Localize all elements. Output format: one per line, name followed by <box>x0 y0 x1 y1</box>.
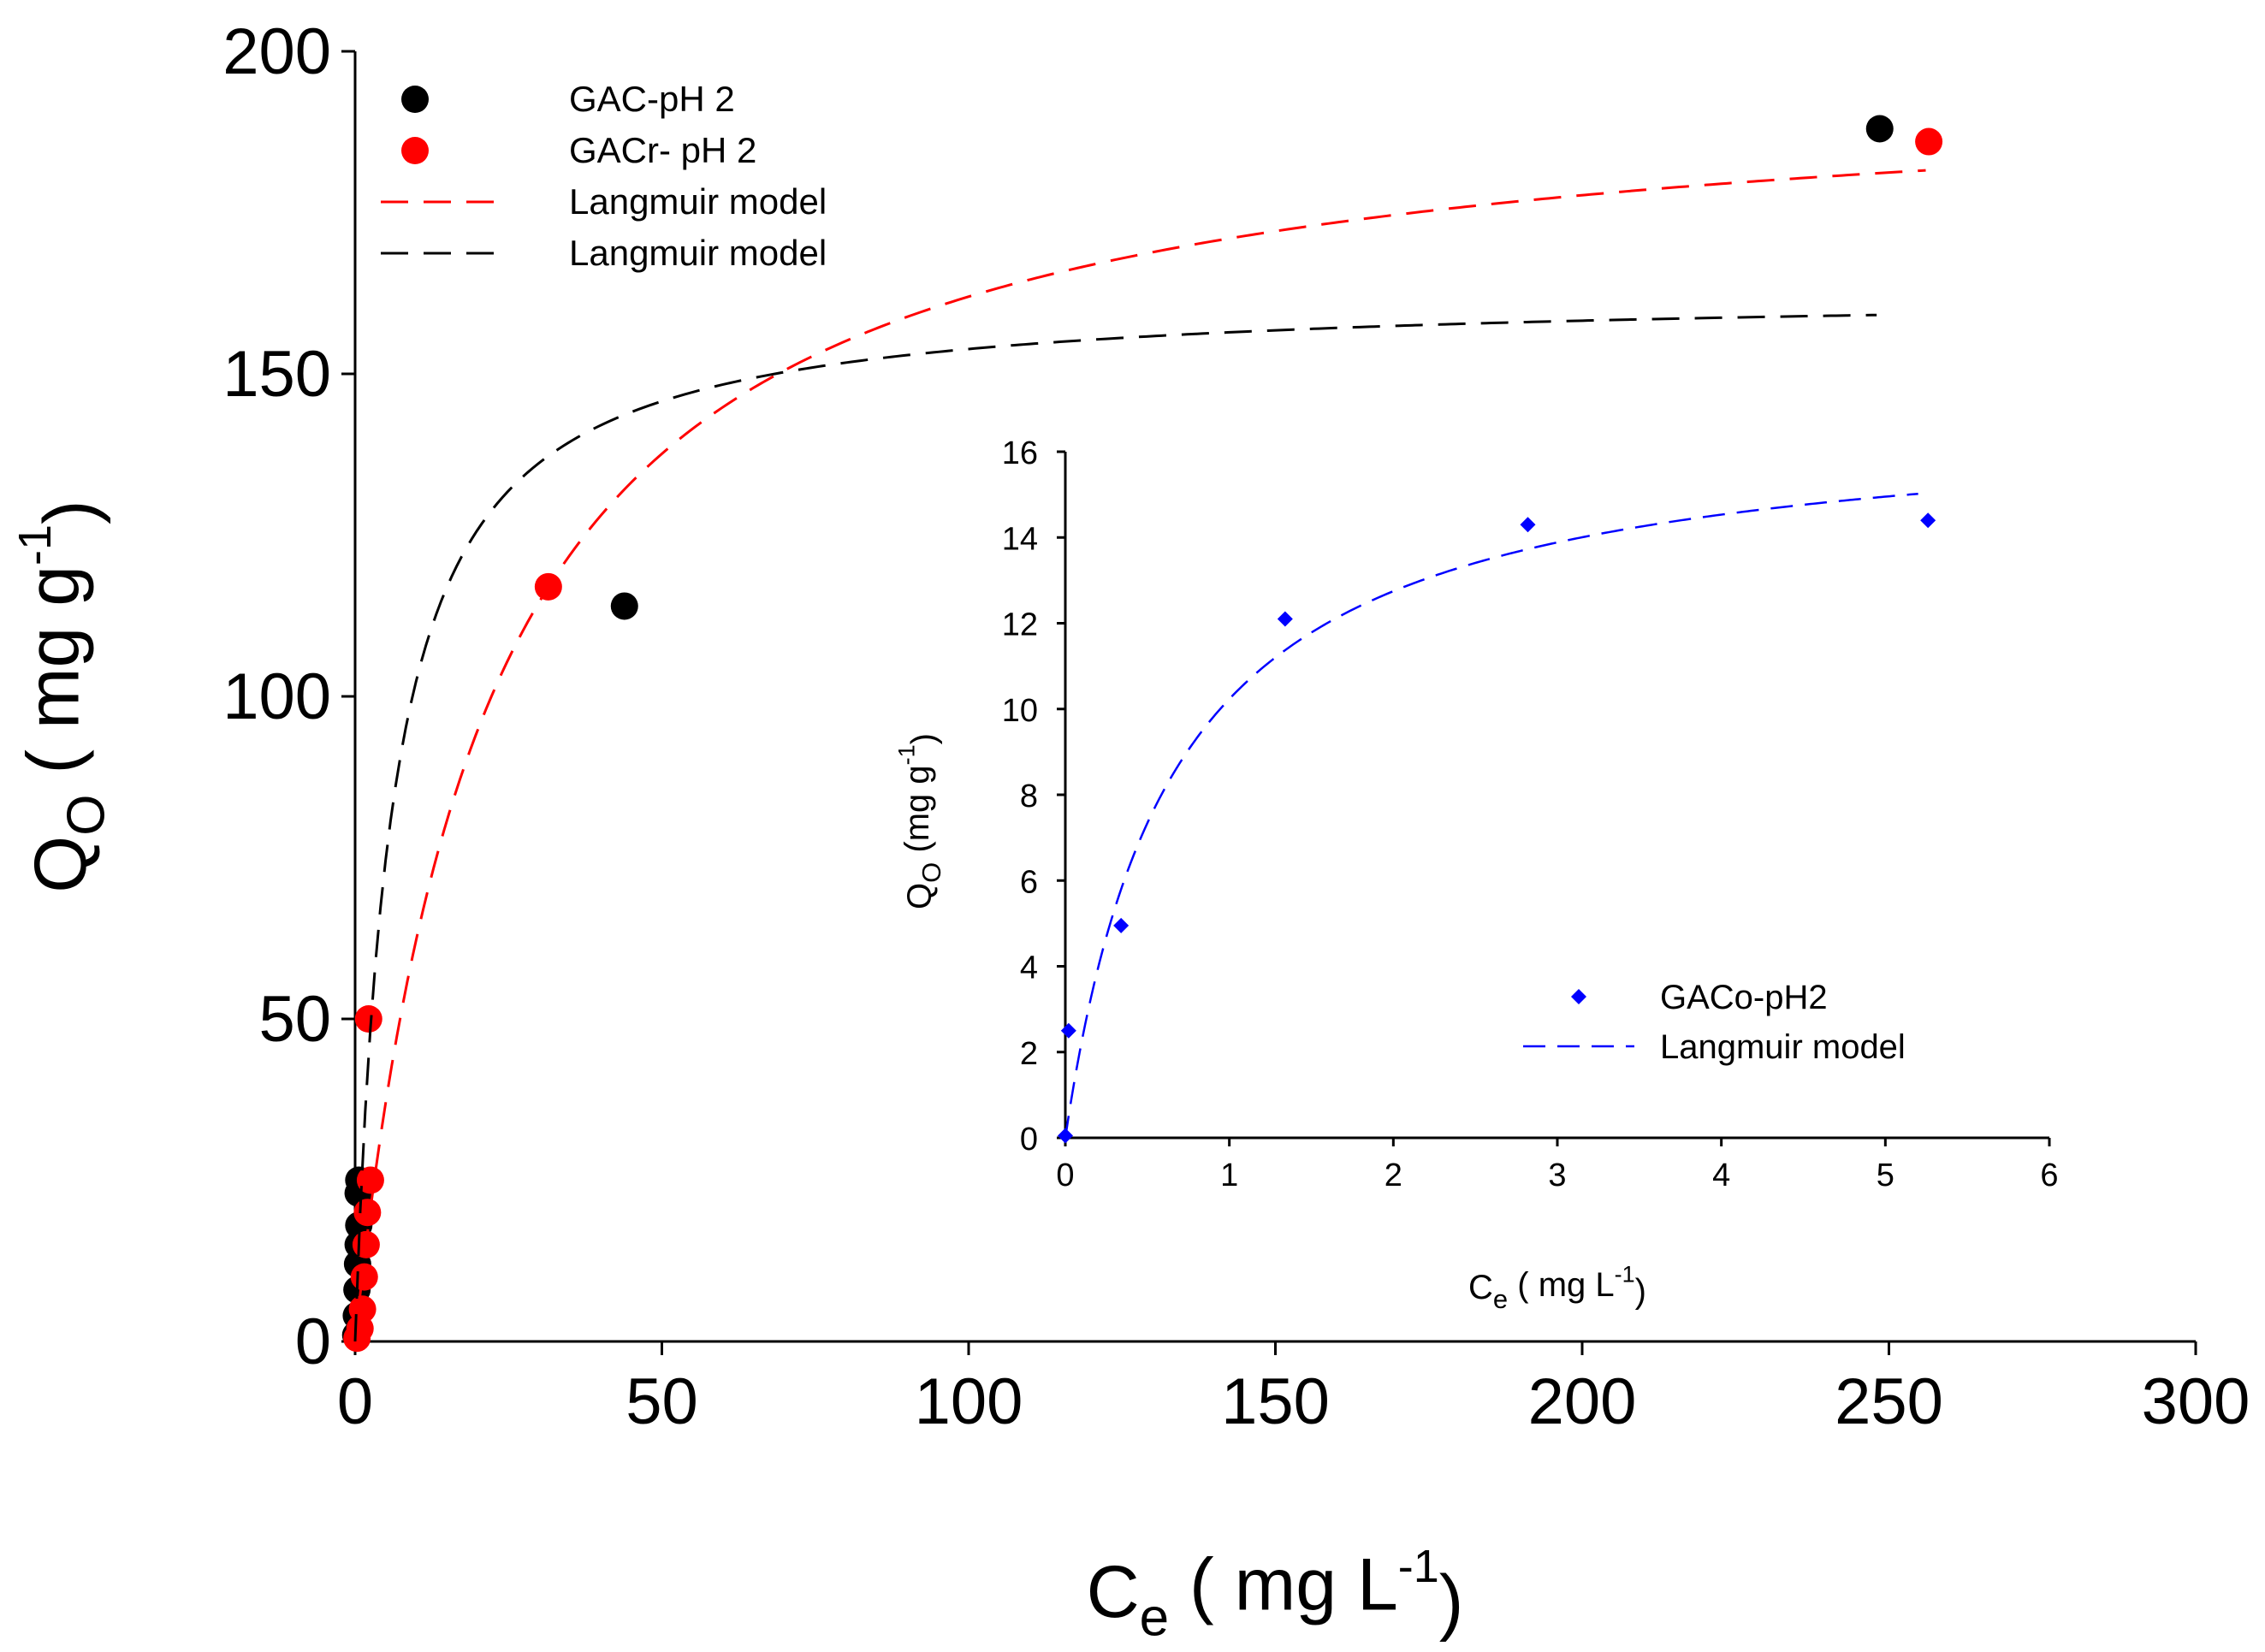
inset-y-tick-label: 8 <box>1020 779 1038 814</box>
inset-y-tick-label: 10 <box>1002 693 1038 729</box>
main-legend-label: GACr- pH 2 <box>569 130 756 170</box>
main-series-1-point <box>353 1199 382 1227</box>
main-x-axis-title: Ce ( mg L-1) <box>1087 1541 1464 1648</box>
main-series-1-point <box>350 1263 378 1291</box>
inset-x-tick-label: 6 <box>2040 1158 2058 1193</box>
main-legend: GAC-pH 2 GACr- pH 2 Langmuir model Langmuir… <box>381 79 827 273</box>
main-legend-symbol <box>401 137 429 164</box>
main-y-tick-label: 100 <box>222 660 331 733</box>
main-series-2-line <box>353 169 1926 1342</box>
main-legend-label: Langmuir model <box>569 181 827 222</box>
main-series-3-line <box>353 313 1877 1342</box>
main-y-tick-label: 150 <box>222 338 331 411</box>
main-x-tick-label: 300 <box>2142 1365 2250 1438</box>
inset-x-tick-label: 3 <box>1548 1158 1566 1193</box>
inset-y-tick-label: 14 <box>1002 521 1038 557</box>
inset-series-0-point <box>1060 1022 1076 1039</box>
main-series-0-point <box>1865 115 1894 143</box>
inset-x-tick-label: 5 <box>1877 1158 1894 1193</box>
main-series-1-point <box>354 1005 382 1033</box>
main-y-tick-label: 50 <box>258 983 331 1056</box>
inset-y-tick-label: 4 <box>1020 950 1038 986</box>
inset-y-tick-label: 12 <box>1002 607 1038 643</box>
main-x-tick-label: 150 <box>1221 1365 1330 1438</box>
inset-y-tick-label: 6 <box>1020 864 1038 900</box>
main-legend-label: Langmuir model <box>569 233 827 273</box>
main-series-1-point <box>1915 127 1943 156</box>
main-series-0-point <box>610 592 638 620</box>
main-x-tick-label: 50 <box>626 1365 698 1438</box>
main-series-1-point <box>356 1166 384 1194</box>
main-x-tick-label: 200 <box>1528 1365 1637 1438</box>
inset-legend-label: Langmuir model <box>1660 1028 1906 1066</box>
main-y-tick-label: 0 <box>295 1306 331 1378</box>
inset-y-tick-label: 0 <box>1020 1122 1038 1158</box>
inset-series-0-point <box>1113 917 1130 933</box>
main-y-axis-title: QO ( mg g-1) <box>9 500 116 892</box>
inset-x-tick-label: 1 <box>1220 1158 1238 1193</box>
main-x-tick-label: 250 <box>1835 1365 1943 1438</box>
inset-series-0-point <box>1520 517 1536 533</box>
inset-x-tick-label: 0 <box>1056 1158 1074 1193</box>
main-legend-label: GAC-pH 2 <box>569 79 735 119</box>
main-x-tick-label: 0 <box>337 1365 373 1438</box>
inset-y-axis-title: QO (mg g-1) <box>894 733 946 909</box>
main-series-1-point <box>348 1295 377 1323</box>
inset-x-tick-label: 2 <box>1384 1158 1402 1193</box>
inset-legend-label: GACo-pH2 <box>1660 979 1828 1016</box>
inset-y-tick-label: 16 <box>1002 435 1038 471</box>
main-x-tick-label: 100 <box>915 1365 1023 1438</box>
inset-x-axis-title: Ce ( mg L-1) <box>1468 1262 1646 1314</box>
inset-x-tick-label: 4 <box>1712 1158 1730 1193</box>
inset-legend-symbol <box>1571 989 1586 1004</box>
inset-series-0-point <box>1277 611 1293 627</box>
inset-legend: GACo-pH2 Langmuir model <box>1523 979 1906 1066</box>
main-legend-symbol <box>401 86 429 113</box>
inset-series-1-line <box>1064 492 1918 1139</box>
main-y-tick-label: 200 <box>222 15 331 88</box>
inset-series-0-point <box>1920 512 1936 529</box>
inset-y-tick-label: 2 <box>1020 1036 1038 1072</box>
